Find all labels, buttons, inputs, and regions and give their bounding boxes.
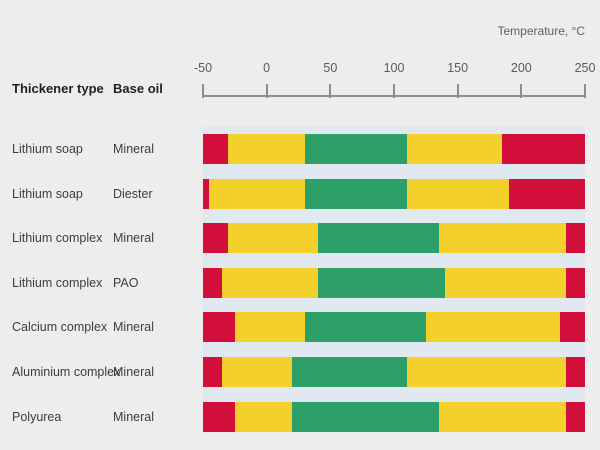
red-range-segment (559, 312, 585, 343)
axis-tick-label: 100 (383, 61, 405, 75)
yellow-range-segment (438, 223, 566, 254)
green-range-segment (304, 134, 407, 164)
base-oil-label: PAO (113, 275, 139, 290)
yellow-range-segment (438, 401, 566, 432)
grease-row: Lithium soap Diester (0, 178, 600, 209)
yellow-range-segment (444, 267, 566, 298)
red-range-segment (203, 401, 235, 432)
axis-tick-mark (584, 84, 586, 98)
red-range-segment (565, 267, 585, 298)
axis-tick-mark (202, 84, 204, 98)
thickener-type-label: Calcium complex (12, 320, 108, 335)
yellow-range-segment (222, 356, 293, 387)
red-range-segment (508, 178, 585, 209)
red-range-segment (203, 178, 210, 209)
yellow-range-segment (406, 178, 509, 209)
grease-row: Aluminium complex Mineral (0, 356, 600, 387)
thickener-type-label: Polyurea (12, 409, 62, 424)
yellow-range-segment (406, 134, 503, 164)
axis-tick-mark (456, 84, 459, 98)
red-range-segment (502, 134, 585, 164)
axis-tick-mark (329, 84, 332, 98)
axis-tick-label: 50 (323, 61, 338, 75)
temperature-axis: -50 0 50 100 150 200 250 (194, 0, 595, 110)
yellow-range-segment (228, 134, 305, 164)
green-range-segment (292, 356, 407, 387)
red-range-segment (203, 356, 223, 387)
red-range-segment (565, 356, 585, 387)
axis-tick-label: 0 (263, 61, 271, 75)
yellow-range-segment (222, 267, 318, 298)
yellow-range-segment (234, 312, 305, 343)
base-oil-label: Mineral (113, 231, 154, 246)
thickener-type-label: Lithium soap (12, 142, 83, 156)
red-range-segment (565, 223, 585, 254)
temperature-range-bar (203, 356, 585, 387)
red-range-segment (565, 401, 585, 432)
yellow-range-segment (234, 401, 293, 432)
base-oil-label: Mineral (113, 142, 154, 156)
grease-rows: Lithium soap Mineral Lithium soap Diester Li… (0, 134, 600, 446)
yellow-range-segment (228, 223, 318, 254)
thickener-type-label: Lithium complex (12, 231, 103, 246)
base-oil-label: Mineral (113, 364, 154, 379)
grease-row: Lithium complex Mineral (0, 223, 600, 254)
red-range-segment (203, 267, 223, 298)
temperature-axis-title: Temperature, °C (497, 24, 586, 38)
axis-tick-label: 200 (510, 61, 532, 75)
temperature-range-bar (203, 178, 585, 209)
axis-tick-mark (393, 84, 395, 98)
red-range-segment (203, 312, 235, 343)
yellow-range-segment (209, 178, 305, 209)
base-oil-label: Mineral (113, 409, 154, 424)
thickener-type-column-header: Thickener type (12, 81, 104, 96)
red-range-segment (203, 223, 229, 254)
green-range-segment (317, 267, 445, 298)
base-oil-label: Diester (113, 186, 153, 201)
thickener-type-label: Aluminium complex (12, 364, 121, 379)
base-oil-label: Mineral (113, 320, 154, 335)
temperature-range-bar (203, 267, 585, 298)
yellow-range-segment (406, 356, 566, 387)
temperature-range-bar (203, 401, 585, 432)
grease-row: Lithium soap Mineral (0, 134, 600, 164)
green-range-segment (317, 223, 439, 254)
temperature-range-bar (203, 312, 585, 343)
axis-tick-label: -50 (193, 61, 213, 75)
axis-tick-label: 150 (447, 61, 469, 75)
green-range-segment (304, 312, 426, 343)
grease-row: Lithium complex PAO (0, 267, 600, 298)
thickener-type-label: Lithium soap (12, 186, 83, 201)
yellow-range-segment (425, 312, 560, 343)
base-oil-column-header: Base oil (113, 81, 163, 96)
grease-row: Calcium complex Mineral (0, 312, 600, 343)
red-range-segment (203, 134, 229, 164)
axis-tick-label: 250 (574, 61, 596, 75)
temperature-range-bar (203, 134, 585, 164)
temperature-range-bar (203, 223, 585, 254)
thickener-type-label: Lithium complex (12, 275, 103, 290)
grease-row: Polyurea Mineral (0, 401, 600, 432)
axis-tick-mark (520, 84, 523, 98)
green-range-segment (304, 178, 407, 209)
green-range-segment (292, 401, 439, 432)
axis-tick-mark (265, 84, 268, 98)
